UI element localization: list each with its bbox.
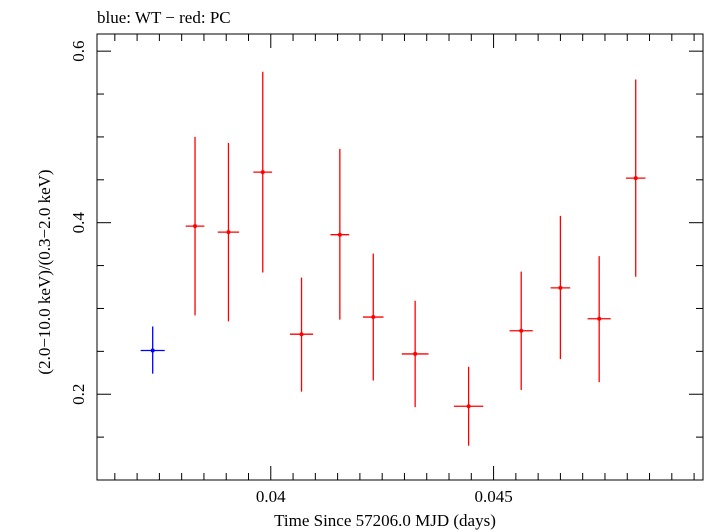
x-tick-label: 0.045: [474, 487, 512, 506]
point-marker: [558, 285, 563, 290]
point-marker: [466, 404, 471, 409]
data-point-pc: [217, 142, 240, 322]
data-point-pc: [185, 136, 205, 316]
data-point-pc: [587, 256, 611, 383]
data-point-pc: [330, 148, 350, 320]
point-marker: [150, 348, 155, 353]
data-point-pc: [289, 277, 314, 392]
y-tick-label: 0.2: [69, 384, 88, 405]
point-marker: [371, 315, 376, 320]
chart-title: blue: WT − red: PC: [97, 8, 231, 27]
point-marker: [519, 328, 524, 333]
data-point-pc: [401, 300, 429, 408]
y-axis-label: (2.0−10.0 keV)/(0.3−2.0 keV): [35, 169, 54, 374]
x-tick-label: 0.04: [256, 487, 286, 506]
plot-frame: [96, 33, 704, 481]
data-point-pc: [253, 71, 273, 273]
axis-ticks: [97, 34, 703, 481]
data-point-wt: [140, 326, 165, 374]
x-axis-label: Time Since 57206.0 MJD (days): [274, 511, 496, 530]
data-point-pc: [550, 215, 571, 360]
point-marker: [226, 230, 231, 235]
axis-tick-labels: 0.04 0.045 0.2 0.4 0.6: [69, 41, 513, 506]
data-point-pc: [625, 79, 646, 277]
data-point-pc: [453, 366, 484, 446]
point-marker: [299, 332, 304, 337]
y-tick-label: 0.6: [69, 41, 88, 62]
y-tick-label: 0.4: [69, 212, 88, 234]
point-marker: [633, 176, 638, 181]
data-point-pc: [363, 253, 384, 381]
point-marker: [260, 170, 265, 175]
point-marker: [193, 224, 198, 229]
data-points: [140, 71, 646, 446]
point-marker: [337, 232, 342, 237]
point-marker: [413, 351, 418, 356]
data-point-pc: [509, 271, 533, 390]
point-marker: [597, 316, 602, 321]
